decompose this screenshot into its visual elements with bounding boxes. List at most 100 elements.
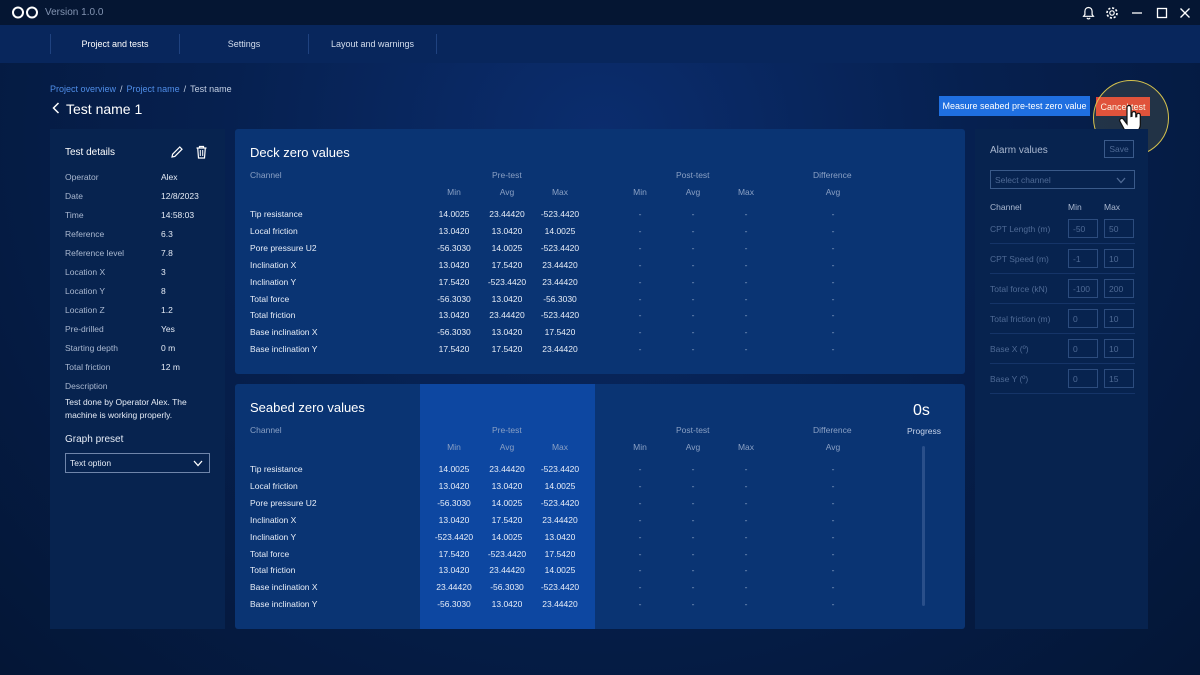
detail-key: Date [65,191,83,201]
value-max: -56.3030 [543,293,577,304]
value-empty: - [691,599,695,610]
alarm-min-input[interactable]: -50 [1068,219,1098,238]
value-empty: - [831,464,835,474]
alarm-row: Base Y (º) 0 15 [990,369,1135,389]
value-min: 17.5420 [438,276,470,287]
breadcrumb-project-name[interactable]: Project name [126,84,180,94]
value-min: 17.5420 [438,548,470,559]
breadcrumb-current: Test name [190,84,232,94]
value-min: -56.3030 [437,327,471,338]
header-max: Max [551,187,569,197]
header-avg: Avg [825,442,841,452]
alarm-min-input[interactable]: -1 [1068,249,1098,268]
value-avg: 23.44420 [489,565,525,576]
value-empty: - [744,344,748,355]
header-difference: Difference [813,425,852,435]
value-empty: - [831,327,835,338]
alarm-max-input[interactable]: 10 [1104,339,1134,358]
channel-name: Total friction [250,565,296,576]
tab-project-and-tests[interactable]: Project and tests [50,34,179,54]
value-empty: - [638,276,642,287]
alarm-max-input[interactable]: 10 [1104,249,1134,268]
channel-name: Total force [250,548,290,559]
graph-preset-select[interactable]: Text option [65,453,210,473]
tab-settings[interactable]: Settings [179,34,308,54]
value-max: 13.0420 [544,531,576,542]
value-avg: 17.5420 [491,514,523,525]
edit-icon[interactable] [170,145,184,162]
measure-seabed-button[interactable]: Measure seabed pre-test zero value [939,96,1090,116]
value-avg: 14.0025 [491,242,523,253]
gear-icon[interactable] [1103,4,1121,22]
value-max: 23.44420 [542,514,578,525]
alarm-min-input[interactable]: 0 [1068,339,1098,358]
value-empty: - [744,259,748,270]
back-chevron-icon[interactable] [52,101,60,117]
alarm-max-input[interactable]: 200 [1104,279,1134,298]
breadcrumb-project-overview[interactable]: Project overview [50,84,117,94]
trash-icon[interactable] [195,145,208,162]
header-max: Max [737,442,755,452]
alarm-divider [990,363,1135,364]
header-min: Min [633,187,647,197]
value-empty: - [691,225,695,236]
detail-key: Location Z [65,305,105,315]
value-max: -523.4420 [540,209,580,219]
value-empty: - [744,582,748,593]
header-min: Min [633,442,647,452]
alarm-max-input[interactable]: 15 [1104,369,1134,388]
detail-key: Starting depth [65,343,118,353]
select-channel-placeholder: Select channel [995,174,1051,185]
infinity-logo-icon [12,6,38,19]
breadcrumb-separator: / [183,84,187,94]
maximize-icon[interactable] [1153,4,1171,22]
alarm-header-min: Min [1068,202,1082,212]
seabed-title: Seabed zero values [250,400,365,415]
select-channel-dropdown[interactable]: Select channel [990,170,1135,189]
alarm-max-input[interactable]: 50 [1104,219,1134,238]
channel-name: Base inclination X [250,582,318,593]
value-avg: 23.44420 [489,209,525,219]
detail-value: 1.2 [161,305,173,315]
value-empty: - [831,599,835,610]
value-empty: - [831,259,835,270]
value-empty: - [638,582,642,593]
alarm-divider [990,393,1135,394]
value-max: 14.0025 [544,565,576,576]
detail-key: Operator [65,172,99,182]
value-empty: - [638,548,642,559]
close-icon[interactable] [1176,4,1194,22]
value-max: -523.4420 [540,464,580,474]
alarm-max-input[interactable]: 10 [1104,309,1134,328]
value-empty: - [831,514,835,525]
alarm-header-max: Max [1104,202,1121,212]
value-empty: - [744,514,748,525]
detail-value: 14:58:03 [161,210,195,220]
alarm-min-input[interactable]: -100 [1068,279,1098,298]
minimize-icon[interactable] [1128,4,1146,22]
breadcrumb: Project overview / Project name / Test n… [50,84,232,94]
header-channel: Channel [250,425,282,435]
detail-value: 6.3 [161,229,173,239]
value-empty: - [744,480,748,491]
value-avg: -523.4420 [487,548,527,559]
value-max: 14.0025 [544,225,576,236]
alarm-label: Total friction (m) [990,314,1051,324]
bell-icon[interactable] [1079,4,1097,22]
detail-key: Location X [65,267,106,277]
alarm-min-input[interactable]: 0 [1068,309,1098,328]
header-avg: Avg [499,442,515,452]
tab-layout-and-warnings[interactable]: Layout and warnings [308,34,437,54]
alarm-min-input[interactable]: 0 [1068,369,1098,388]
value-empty: - [691,480,695,491]
value-empty: - [638,531,642,542]
channel-name: Total force [250,293,290,304]
value-max: -523.4420 [540,242,580,253]
channel-name: Inclination Y [250,531,297,542]
value-empty: - [638,565,642,576]
value-empty: - [744,531,748,542]
value-avg: 13.0420 [491,327,523,338]
header-avg: Avg [685,187,701,197]
header-max: Max [737,187,755,197]
save-button[interactable]: Save [1104,140,1134,158]
